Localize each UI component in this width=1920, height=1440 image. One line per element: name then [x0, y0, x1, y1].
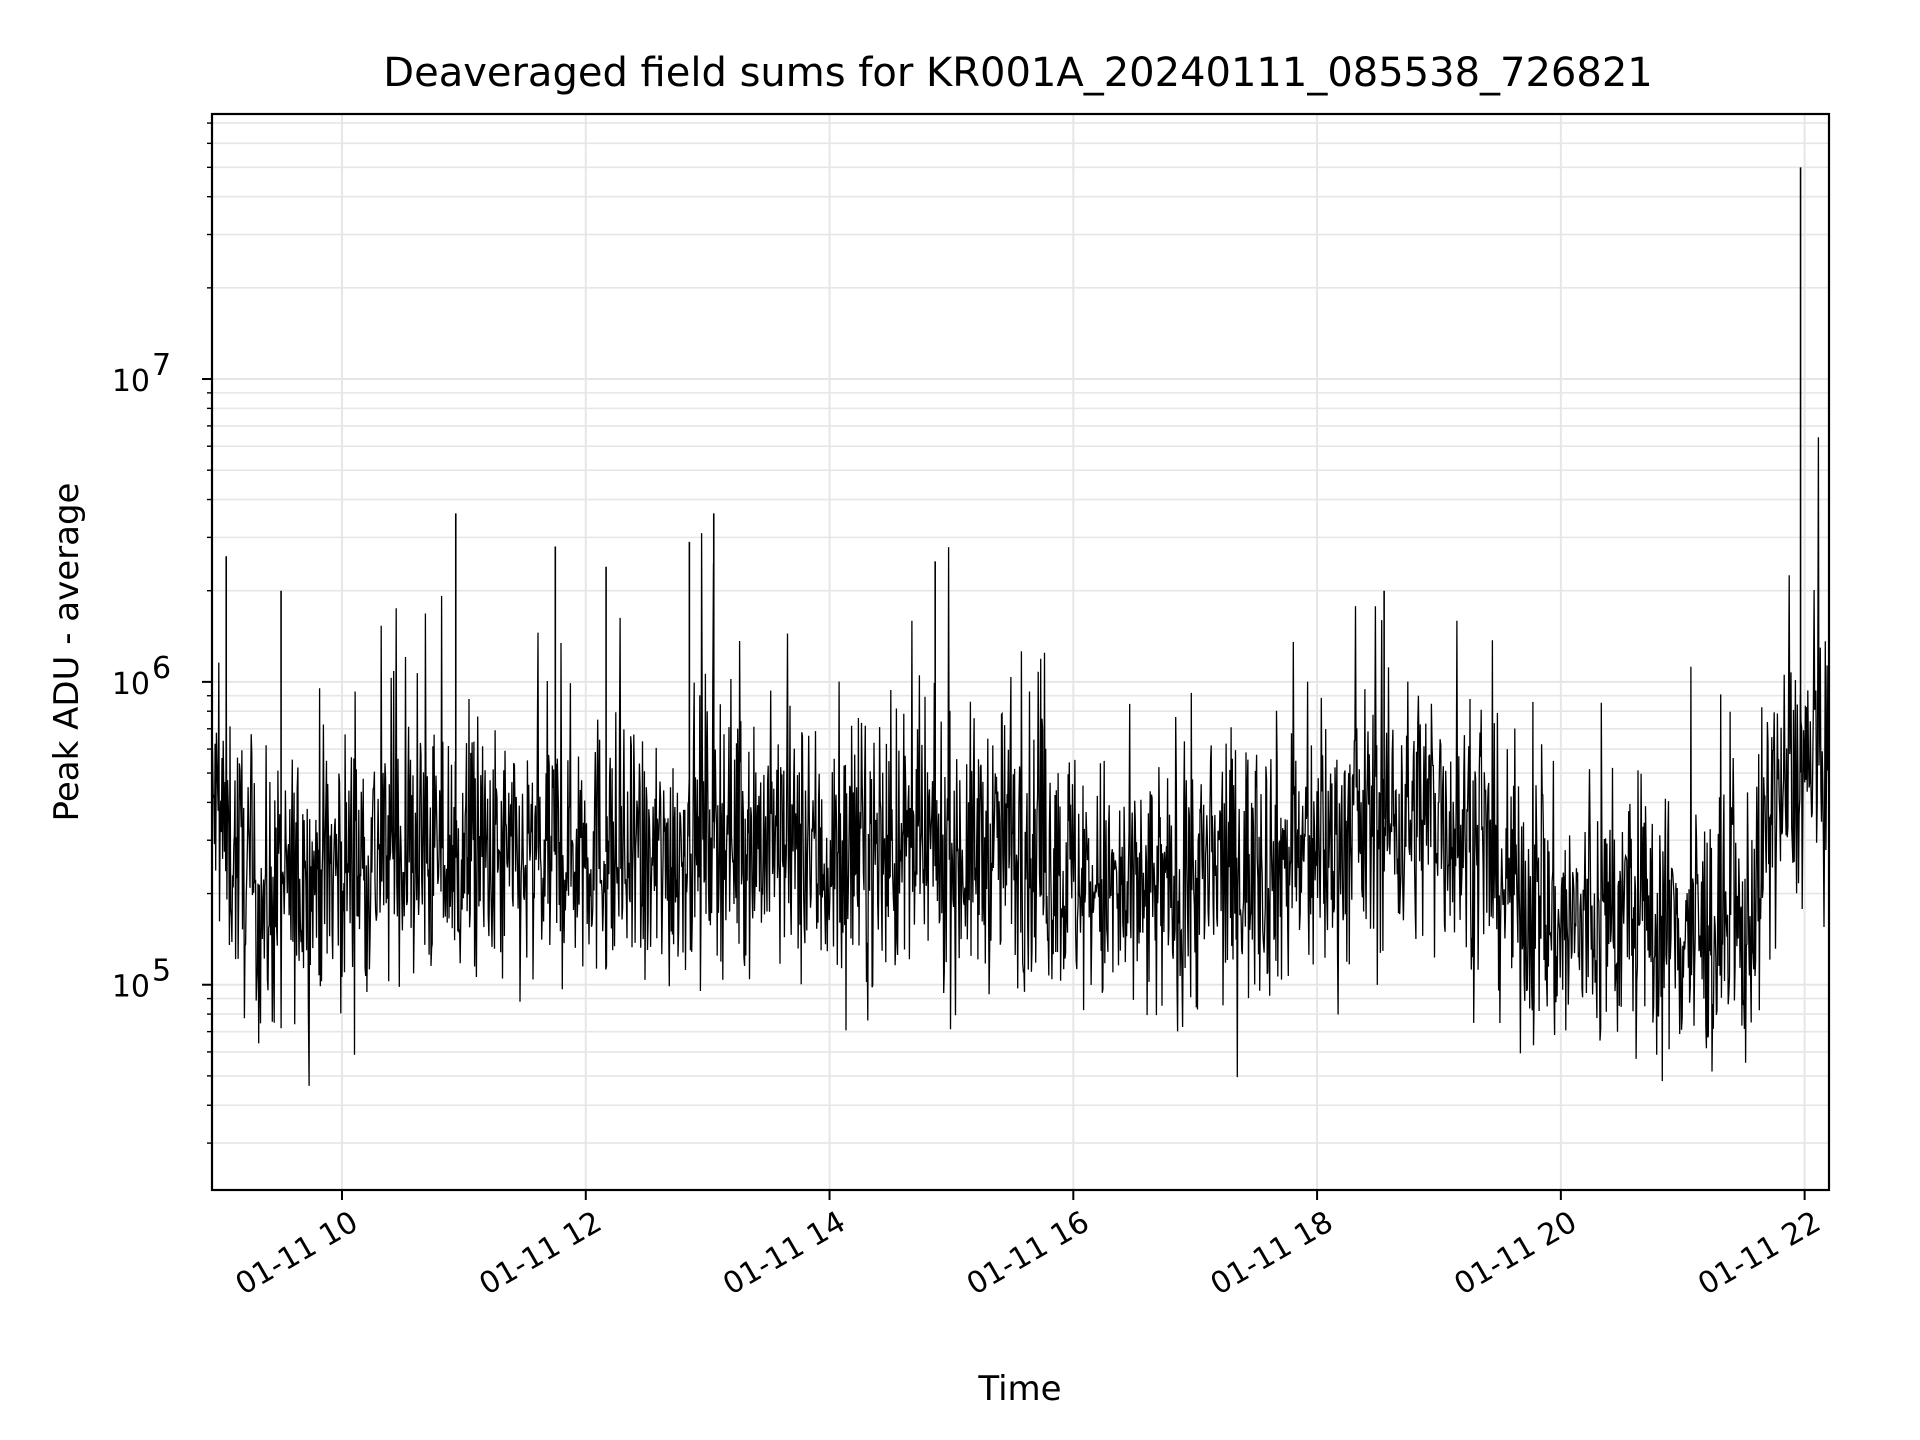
- chart-title: Deaveraged field sums for KR001A_2024011…: [383, 50, 1652, 96]
- x-tick-label: 01-11 22: [1692, 1205, 1826, 1303]
- x-tick-label: 01-11 16: [961, 1205, 1095, 1303]
- x-tick-label: 01-11 20: [1449, 1205, 1583, 1303]
- x-tick-label: 01-11 10: [230, 1205, 364, 1303]
- y-axis-label: Peak ADU - average: [47, 483, 87, 822]
- plot-frame: [210, 112, 1831, 1192]
- y-tick-label: 10: [112, 970, 150, 1005]
- x-axis-ticks: 01-11 10 01-11 12 01-11 14 01-11 16 01-11 18…: [230, 1190, 1827, 1302]
- y-tick-exponent: 7: [152, 348, 171, 383]
- x-tick-label: 01-11 14: [717, 1205, 851, 1303]
- y-tick-base: 10: [112, 970, 150, 1005]
- y-tick-exponent: 5: [152, 954, 171, 989]
- y-tick-base: 10: [112, 364, 150, 399]
- x-tick-label: 01-11 12: [473, 1205, 607, 1303]
- series-line: [211, 437, 1830, 1086]
- y-tick-label: 10: [112, 364, 150, 399]
- grid: [212, 114, 1829, 1190]
- y-tick-base: 10: [112, 667, 150, 702]
- y-tick-exponent: 6: [152, 651, 171, 686]
- data-line-layer: [211, 167, 1830, 1086]
- x-axis-label: Time: [977, 1369, 1061, 1409]
- x-tick-label: 01-11 18: [1205, 1205, 1339, 1303]
- y-tick-label: 10: [112, 667, 150, 702]
